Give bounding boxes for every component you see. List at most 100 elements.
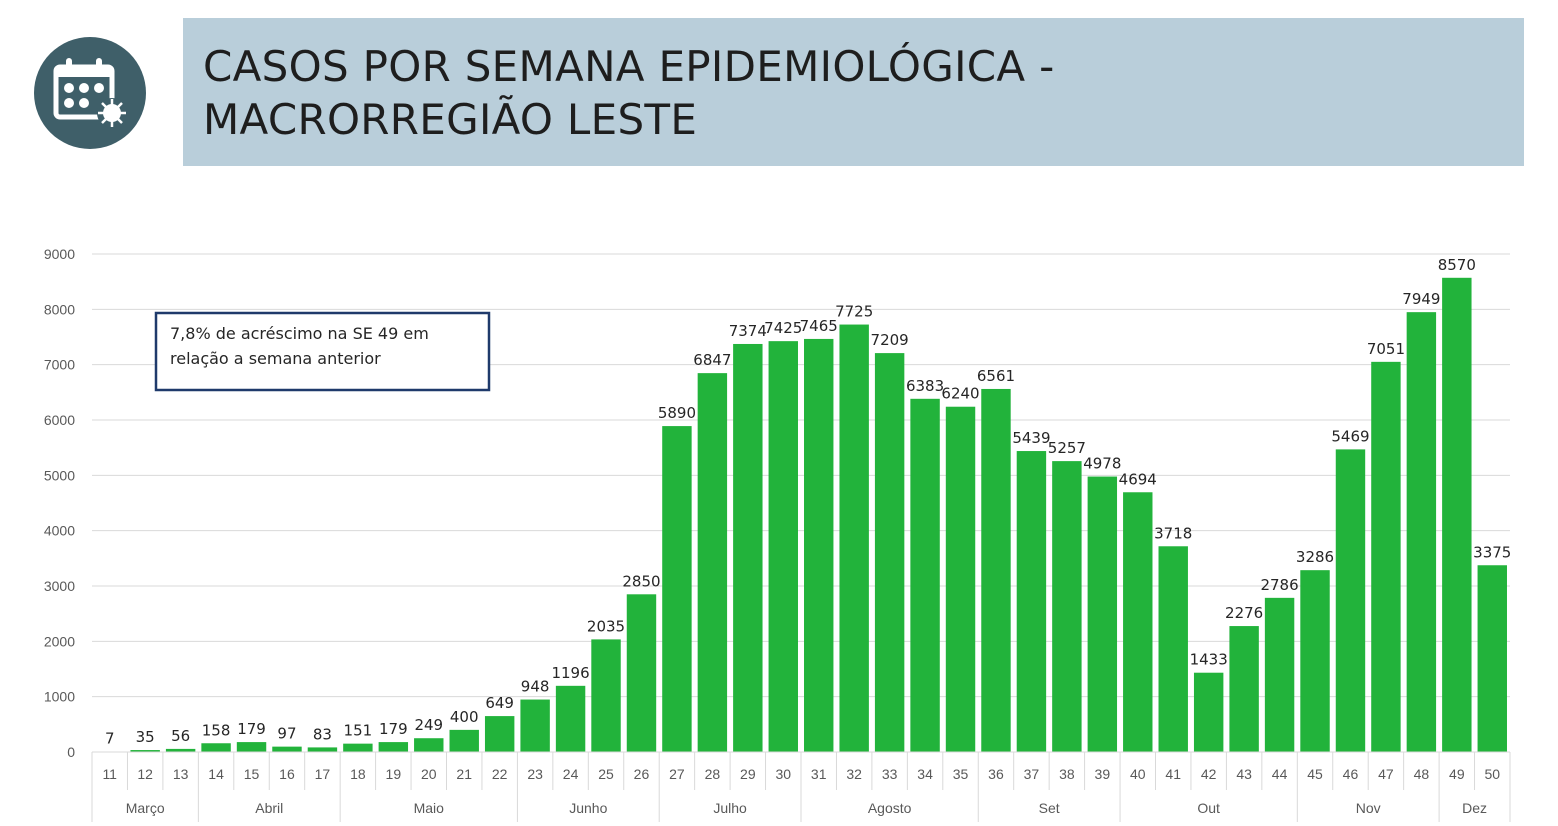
x-tick-label: 47 xyxy=(1378,766,1394,782)
y-tick-label: 5000 xyxy=(44,467,75,483)
bar xyxy=(1158,546,1188,752)
month-label: Junho xyxy=(569,800,607,816)
bar xyxy=(1016,451,1047,752)
data-label: 179 xyxy=(237,720,266,738)
x-tick-label: 48 xyxy=(1414,766,1430,782)
data-label: 2276 xyxy=(1225,604,1263,622)
bar xyxy=(414,738,444,752)
month-label: Set xyxy=(1039,800,1060,816)
x-tick-label: 42 xyxy=(1201,766,1217,782)
y-tick-label: 9000 xyxy=(44,246,75,262)
x-tick-label: 40 xyxy=(1130,766,1146,782)
data-label: 249 xyxy=(414,716,443,734)
y-tick-label: 4000 xyxy=(44,523,75,539)
month-label: Out xyxy=(1197,800,1220,816)
x-tick-label: 26 xyxy=(634,766,650,782)
x-tick-label: 11 xyxy=(102,766,117,782)
bar xyxy=(839,324,869,752)
x-tick-label: 46 xyxy=(1343,766,1359,782)
bar xyxy=(165,748,196,752)
x-tick-label: 50 xyxy=(1484,766,1500,782)
data-label: 7374 xyxy=(729,322,767,340)
bar xyxy=(768,341,798,752)
bar xyxy=(1442,277,1472,752)
bar xyxy=(733,343,763,752)
x-tick-label: 32 xyxy=(846,766,862,782)
month-label: Nov xyxy=(1356,800,1381,816)
data-label: 3375 xyxy=(1473,543,1511,561)
bar xyxy=(1087,476,1118,752)
x-tick-label: 18 xyxy=(350,766,366,782)
data-label: 179 xyxy=(379,720,408,738)
data-label: 3286 xyxy=(1296,548,1334,566)
data-label: 7425 xyxy=(764,319,802,337)
bar xyxy=(626,594,657,752)
x-tick-label: 21 xyxy=(456,766,472,782)
data-label: 83 xyxy=(313,725,332,743)
month-label: Dez xyxy=(1462,800,1487,816)
x-tick-label: 29 xyxy=(740,766,756,782)
data-label: 7465 xyxy=(800,317,838,335)
data-label: 4694 xyxy=(1119,470,1157,488)
y-tick-label: 2000 xyxy=(44,633,75,649)
data-label: 3718 xyxy=(1154,524,1192,542)
x-tick-label: 16 xyxy=(279,766,295,782)
bar xyxy=(1406,312,1437,752)
bar xyxy=(520,699,550,752)
x-tick-label: 38 xyxy=(1059,766,1075,782)
x-tick-label: 45 xyxy=(1307,766,1323,782)
annotation-line-1: 7,8% de acréscimo na SE 49 em xyxy=(170,324,429,343)
x-tick-label: 12 xyxy=(137,766,153,782)
y-tick-label: 7000 xyxy=(44,357,75,373)
bar xyxy=(378,742,409,752)
y-tick-label: 1000 xyxy=(44,689,75,705)
data-label: 7725 xyxy=(835,303,873,321)
title-banner: CASOS POR SEMANA EPIDEMIOLÓGICA - MACROR… xyxy=(183,18,1524,166)
bar xyxy=(804,338,834,752)
bar xyxy=(555,685,586,752)
data-label: 5439 xyxy=(1012,429,1050,447)
data-label: 6240 xyxy=(941,385,979,403)
bar xyxy=(662,426,692,752)
bar xyxy=(874,353,905,752)
data-label: 1196 xyxy=(551,664,589,682)
data-label: 1433 xyxy=(1190,651,1228,669)
data-label: 8570 xyxy=(1438,256,1476,274)
x-tick-label: 43 xyxy=(1236,766,1252,782)
bar xyxy=(1335,449,1366,752)
y-tick-label: 6000 xyxy=(44,412,75,428)
y-tick-label: 8000 xyxy=(44,301,75,317)
bar xyxy=(945,406,976,752)
data-label: 7051 xyxy=(1367,340,1405,358)
bar xyxy=(449,729,479,752)
bar xyxy=(1193,672,1224,752)
x-tick-label: 33 xyxy=(882,766,898,782)
data-label: 5257 xyxy=(1048,439,1086,457)
annotation-box: 7,8% de acréscimo na SE 49 em relação a … xyxy=(154,311,491,392)
bar xyxy=(697,373,728,752)
x-tick-label: 27 xyxy=(669,766,685,782)
data-label: 35 xyxy=(136,728,155,746)
data-label: 6561 xyxy=(977,367,1015,385)
bar xyxy=(307,747,338,752)
bar xyxy=(1300,570,1330,752)
y-tick-label: 3000 xyxy=(44,578,75,594)
month-label: Março xyxy=(126,800,165,816)
data-label: 2035 xyxy=(587,617,625,635)
page-title: CASOS POR SEMANA EPIDEMIOLÓGICA - MACROR… xyxy=(203,40,1055,146)
bar xyxy=(1123,492,1153,752)
x-tick-label: 49 xyxy=(1449,766,1465,782)
bar xyxy=(591,639,621,752)
data-label: 97 xyxy=(277,725,296,743)
data-label: 5469 xyxy=(1331,427,1369,445)
bar xyxy=(484,716,515,752)
bar xyxy=(981,388,1011,752)
x-tick-label: 23 xyxy=(527,766,543,782)
bar xyxy=(201,743,231,752)
bar xyxy=(1477,565,1507,752)
month-label: Julho xyxy=(713,800,747,816)
data-label: 6847 xyxy=(693,351,731,369)
data-label: 649 xyxy=(485,694,514,712)
data-label: 400 xyxy=(450,708,479,726)
